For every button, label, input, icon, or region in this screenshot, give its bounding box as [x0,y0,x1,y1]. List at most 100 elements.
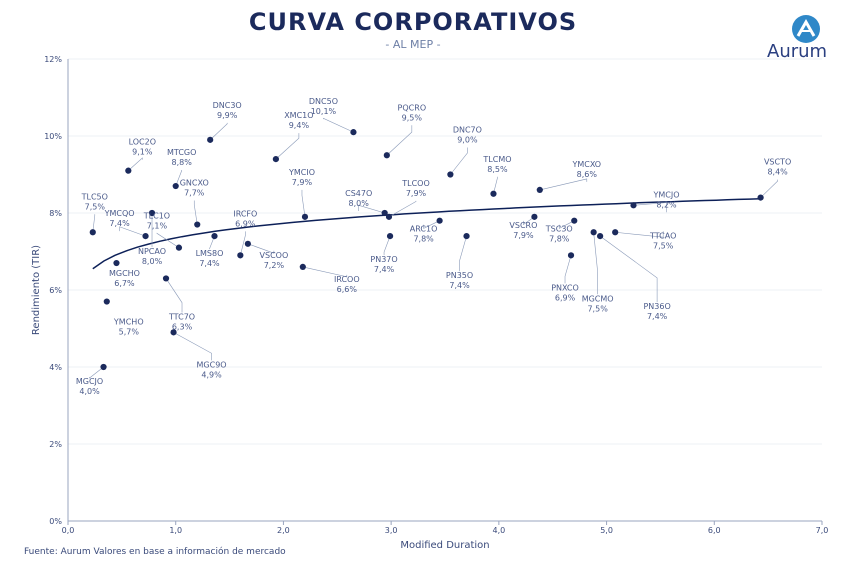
data-point[interactable] [272,156,279,163]
point-label-value: 5,7% [119,328,140,337]
label-leader-line [599,235,658,303]
point-label-value: 9,9% [217,111,238,120]
data-point[interactable] [175,244,183,251]
data-point[interactable] [237,252,244,259]
point-label-value: 7,4% [647,312,668,321]
data-point[interactable] [172,182,179,190]
point-label-name: IRCFO [233,209,257,218]
data-point[interactable] [170,329,177,336]
data-point[interactable] [301,213,309,220]
data-point[interactable] [103,298,110,305]
y-tick-label: 8% [49,209,62,218]
point-label-name: DNC5O [309,97,338,106]
data-point[interactable] [299,263,306,270]
data-point[interactable] [244,240,251,247]
data-point[interactable] [597,233,604,240]
data-point[interactable] [536,186,543,193]
data-point[interactable] [211,233,218,240]
point-label-name: TSC3O [545,225,573,234]
label-leader-line [247,243,275,254]
data-point[interactable] [207,136,214,143]
point-label-value: 6,3% [172,322,193,331]
point-label-value: 6,6% [337,285,358,294]
data-point[interactable] [385,213,393,220]
point-label-name: YMCXO [571,160,601,169]
data-point[interactable] [447,171,454,178]
chart-title: CURVA CORPORATIVOS [248,8,578,36]
data-point[interactable] [383,152,390,159]
point-label-value: 7,4% [199,259,220,268]
point-label-value: 9,0% [457,136,478,145]
point-label-name: NPCAO [138,247,166,256]
label-leader-line [193,200,198,225]
y-axis-label: Rendimiento (TIR) [31,245,42,335]
label-leader-line [119,226,146,237]
data-point[interactable] [100,363,107,371]
point-label-name: YMCHO [113,318,144,327]
data-point[interactable] [148,209,156,217]
chart-subtitle: - AL MEP - [385,38,441,51]
point-label-name: PNXCO [551,283,579,292]
data-point[interactable] [386,233,394,240]
axes: 0% 2% 4% 6% 8% 10% 12% 0,0 1,0 2,0 3,0 4,0 5,0 6,0 7,0 [44,55,828,535]
data-point[interactable] [531,213,538,220]
point-label-value: 8,4% [767,168,788,177]
data-point[interactable] [490,190,497,197]
label-leader-line [450,147,468,175]
point-label-name: LOC2O [129,138,156,147]
point-label-value: 8,0% [349,199,370,208]
point-label-name: TLC5O [81,192,108,201]
label-leader-line [383,235,391,256]
label-leader-line [323,117,354,133]
point-label-value: 8,0% [142,257,163,266]
data-point[interactable] [612,229,619,236]
point-label-value: 7,2% [264,261,285,270]
data-point[interactable] [125,167,132,174]
label-leader-line [275,133,300,160]
point-label-value: 8,8% [172,158,193,167]
point-label-name: PN37O [370,255,397,264]
data-point[interactable] [757,194,764,201]
data-point[interactable] [381,209,388,217]
point-label-name: PN36O [643,302,670,311]
point-label-name: ARC1O [410,225,438,234]
data-point[interactable] [194,221,201,228]
trend-curve [92,198,761,270]
point-label-value: 7,5% [653,241,674,250]
aurum-logo [792,15,820,43]
data-point[interactable] [630,202,637,209]
point-label-name: GNCXO [180,179,209,188]
point-label-value: 7,7% [184,189,205,198]
x-tick-label: 2,0 [277,526,290,535]
point-label-value: 8,2% [656,200,677,209]
data-point[interactable] [463,233,470,240]
label-leader-line [593,232,598,295]
point-label-value: 4,9% [201,370,222,379]
point-label-value: 8,5% [487,165,508,174]
label-leader-line [760,179,778,198]
point-label-name: VSCOO [260,251,289,260]
data-point[interactable] [436,217,443,224]
data-point[interactable] [590,229,597,236]
gridlines [68,58,822,445]
point-label-value: 7,1% [147,222,168,231]
data-point[interactable] [162,275,170,282]
label-leader-line [128,157,143,171]
y-tick-label: 10% [44,132,62,141]
point-label-value: 7,9% [513,231,534,240]
point-label-value: 7,4% [449,281,470,290]
data-point[interactable] [113,259,120,267]
data-points [89,129,764,371]
label-leader-line [89,366,104,379]
data-point[interactable] [571,217,578,224]
point-label-value: 9,1% [132,148,153,157]
y-tick-label: 4% [49,363,62,372]
data-point[interactable] [350,129,357,136]
label-leaders [89,117,778,379]
brand-name: Aurum [767,41,828,62]
point-label-name: YMCIO [288,168,315,177]
data-point[interactable] [89,229,96,236]
point-label-name: MGCMO [582,294,614,303]
data-point[interactable] [142,233,149,240]
data-point[interactable] [567,252,575,259]
